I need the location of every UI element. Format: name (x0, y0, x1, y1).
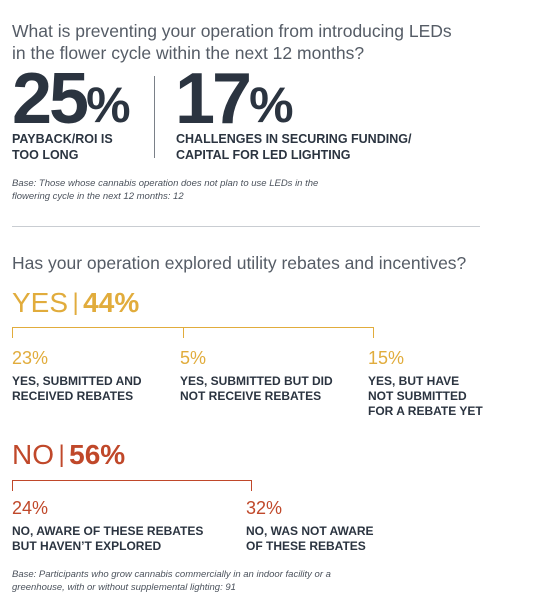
no-header: NO | 56% (12, 440, 125, 472)
stat-funding-label: CHALLENGES IN SECURING FUNDING/ CAPITAL … (176, 131, 411, 163)
stat-payback-label: PAYBACK/ROI IS TOO LONG (12, 131, 113, 163)
item-label-line-1: YES, SUBMITTED BUT DID (180, 374, 333, 388)
base-note-line-1: Base: Those whose cannabis operation doe… (12, 178, 319, 189)
yes-item-not-submitted: 15% YES, BUT HAVE NOT SUBMITTED FOR A RE… (368, 348, 528, 419)
stat-label-line-2: CAPITAL FOR LED LIGHTING (176, 148, 351, 162)
stat-funding-value: 17% (175, 63, 294, 135)
item-label-line-1: NO, WAS NOT AWARE (246, 524, 374, 538)
question-line-2: in the flower cycle within the next 12 m… (12, 43, 365, 63)
yes-word: YES (12, 287, 69, 318)
no-separator: | (58, 441, 65, 468)
stat-percent-sign: % (249, 77, 294, 133)
question-led-barriers: What is preventing your operation from i… (12, 20, 512, 64)
item-percent: 5% (180, 348, 207, 368)
base-note-rebates: Base: Participants who grow cannabis com… (12, 568, 331, 594)
question-line-1: What is preventing your operation from i… (12, 21, 452, 41)
item-label-line-2: NOT SUBMITTED (368, 389, 467, 403)
no-percent: 56% (69, 439, 126, 470)
yes-bracket-tick (183, 327, 184, 338)
base-note-line-2: flowering cycle in the next 12 months: 1… (12, 191, 184, 202)
item-percent: 32% (246, 498, 283, 518)
no-word: NO (12, 439, 54, 470)
item-label-line-1: YES, SUBMITTED AND (12, 374, 142, 388)
stat-number: 17 (175, 59, 252, 139)
stat-number: 25 (12, 59, 89, 139)
stat-label-line-2: TOO LONG (12, 148, 79, 162)
item-percent: 24% (12, 498, 49, 518)
item-label-line-2: OF THESE REBATES (246, 539, 366, 553)
yes-percent: 44% (83, 287, 140, 318)
item-percent: 23% (12, 348, 49, 368)
base-note-line-1: Base: Participants who grow cannabis com… (12, 569, 331, 580)
question-rebates: Has your operation explored utility reba… (12, 253, 467, 273)
stat-divider (154, 76, 155, 158)
no-bracket (12, 480, 252, 491)
item-percent: 15% (368, 348, 405, 368)
yes-item-submitted-received: 23% YES, SUBMITTED AND RECEIVED REBATES (12, 348, 177, 404)
yes-item-submitted-not-received: 5% YES, SUBMITTED BUT DID NOT RECEIVE RE… (180, 348, 360, 404)
item-label-line-2: BUT HAVEN’T EXPLORED (12, 539, 162, 553)
base-note-line-2: greenhouse, with or without supplemental… (12, 582, 236, 593)
stat-payback-value: 25% (12, 63, 131, 135)
section-divider (12, 226, 480, 227)
item-label-line-2: RECEIVED REBATES (12, 389, 134, 403)
item-label-line-1: NO, AWARE OF THESE REBATES (12, 524, 204, 538)
yes-separator: | (72, 289, 79, 316)
stat-percent-sign: % (86, 77, 131, 133)
yes-header: YES | 44% (12, 288, 139, 320)
no-item-aware-not-explored: 24% NO, AWARE OF THESE REBATES BUT HAVEN… (12, 498, 232, 554)
no-item-not-aware: 32% NO, WAS NOT AWARE OF THESE REBATES (246, 498, 426, 554)
stat-label-line-1: CHALLENGES IN SECURING FUNDING/ (176, 132, 412, 146)
item-label-line-3: FOR A REBATE YET (368, 404, 483, 418)
item-label-line-1: YES, BUT HAVE (368, 374, 460, 388)
base-note-led: Base: Those whose cannabis operation doe… (12, 177, 318, 203)
yes-bracket (12, 327, 374, 338)
item-label-line-2: NOT RECEIVE REBATES (180, 389, 322, 403)
stat-label-line-1: PAYBACK/ROI IS (12, 132, 113, 146)
